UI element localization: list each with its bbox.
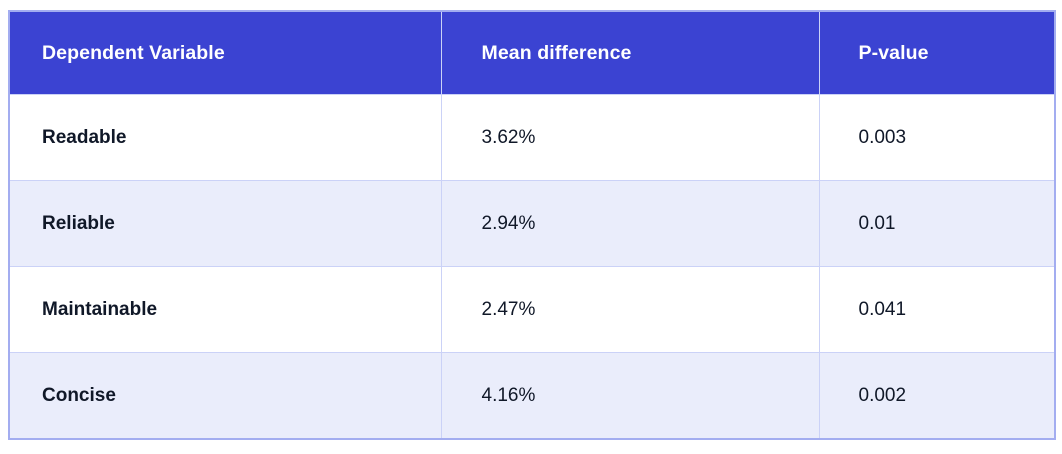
results-table: Dependent Variable Mean difference P-val… [8,10,1056,440]
column-header-mean-difference: Mean difference [440,10,820,95]
results-table-container: Dependent Variable Mean difference P-val… [8,10,1056,440]
table-row: Reliable 2.94% 0.01 [8,180,1056,267]
p-value-cell: 0.041 [818,266,1056,353]
table-row: Readable 3.62% 0.003 [8,94,1056,181]
mean-difference-cell: 3.62% [440,94,820,181]
column-header-p-value: P-value [818,10,1056,95]
dependent-variable-cell: Maintainable [8,266,442,353]
mean-difference-cell: 2.47% [440,266,820,353]
table-row: Concise 4.16% 0.002 [8,352,1056,440]
dependent-variable-cell: Reliable [8,180,442,267]
dependent-variable-cell: Concise [8,352,442,440]
p-value-cell: 0.003 [818,94,1056,181]
dependent-variable-cell: Readable [8,94,442,181]
p-value-cell: 0.002 [818,352,1056,440]
p-value-cell: 0.01 [818,180,1056,267]
table-body: Readable 3.62% 0.003 Reliable 2.94% 0.01… [8,94,1056,440]
table-header: Dependent Variable Mean difference P-val… [8,10,1056,95]
table-row: Maintainable 2.47% 0.041 [8,266,1056,353]
column-header-dependent-variable: Dependent Variable [8,10,442,95]
mean-difference-cell: 4.16% [440,352,820,440]
mean-difference-cell: 2.94% [440,180,820,267]
table-header-row: Dependent Variable Mean difference P-val… [8,10,1056,95]
